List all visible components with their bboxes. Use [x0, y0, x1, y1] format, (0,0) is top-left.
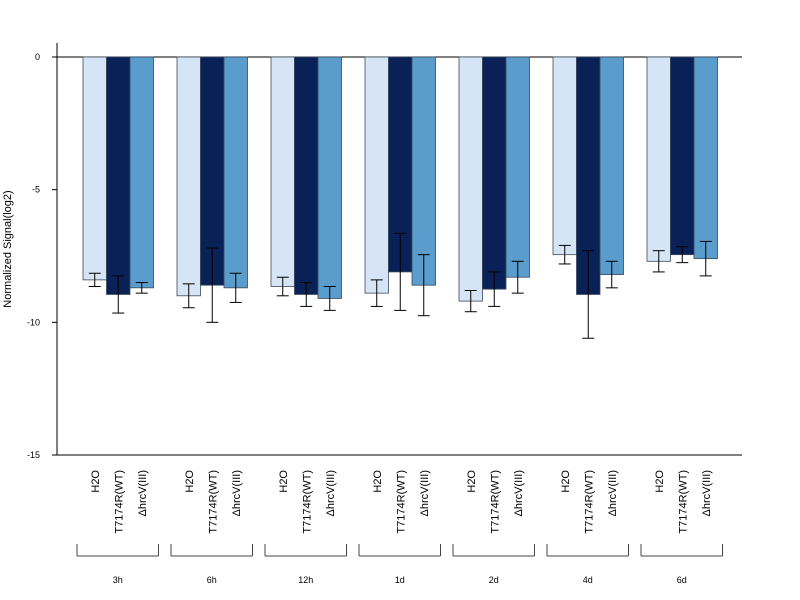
bar: [270, 56, 295, 287]
bar: [129, 56, 154, 289]
category-label: T7174R(WT): [113, 470, 125, 534]
category-label: T7174R(WT): [489, 470, 501, 534]
bar: [223, 56, 248, 289]
category-label: ΔhrcV(III): [419, 470, 431, 516]
bar: [82, 56, 107, 281]
group-label: 2d: [489, 575, 499, 585]
category-label: ΔhrcV(III): [231, 470, 243, 516]
bar: [693, 56, 718, 260]
category-label: H2O: [466, 470, 478, 493]
bar: [411, 56, 436, 286]
bar: [458, 56, 483, 302]
category-label: H2O: [184, 470, 196, 493]
category-label: H2O: [372, 470, 384, 493]
y-axis-label: Normalized Signal(log2): [2, 190, 14, 307]
y-tick-label: -10: [27, 317, 40, 327]
category-label: T7174R(WT): [207, 470, 219, 534]
category-label: H2O: [278, 470, 290, 493]
y-tick-label: 0: [35, 52, 40, 62]
category-label: ΔhrcV(III): [137, 470, 149, 516]
category-label: H2O: [90, 470, 102, 493]
category-label: H2O: [654, 470, 666, 493]
category-label: H2O: [560, 470, 572, 493]
labels-layer: 0 -5 -10 -15 H2O T7174R(WT) ΔhrcV(III) 3h H2O T71…: [27, 52, 713, 585]
category-label: T7174R(WT): [583, 470, 595, 534]
bar: [364, 56, 389, 294]
category-label: T7174R(WT): [301, 470, 313, 534]
group-label: 6h: [207, 575, 217, 585]
bar: [482, 56, 507, 290]
bar: [599, 56, 624, 275]
category-label: ΔhrcV(III): [701, 470, 713, 516]
bar: [646, 56, 671, 262]
bar: [505, 56, 530, 278]
category-label: T7174R(WT): [395, 470, 407, 534]
bar: [294, 56, 319, 295]
bar: [670, 56, 695, 256]
group-label: 6d: [677, 575, 687, 585]
category-label: ΔhrcV(III): [325, 470, 337, 516]
y-tick-label: -5: [32, 185, 40, 195]
category-label: T7174R(WT): [677, 470, 689, 534]
y-tick-label: -15: [27, 450, 40, 460]
category-label: ΔhrcV(III): [513, 470, 525, 516]
category-label: ΔhrcV(III): [607, 470, 619, 516]
bars-layer: [82, 56, 718, 339]
group-label: 3h: [113, 575, 123, 585]
bar: [106, 56, 131, 295]
bar: [317, 56, 342, 299]
bar: [552, 56, 577, 256]
group-label: 12h: [298, 575, 313, 585]
group-label: 4d: [583, 575, 593, 585]
group-label: 1d: [395, 575, 405, 585]
bar: [176, 56, 201, 297]
